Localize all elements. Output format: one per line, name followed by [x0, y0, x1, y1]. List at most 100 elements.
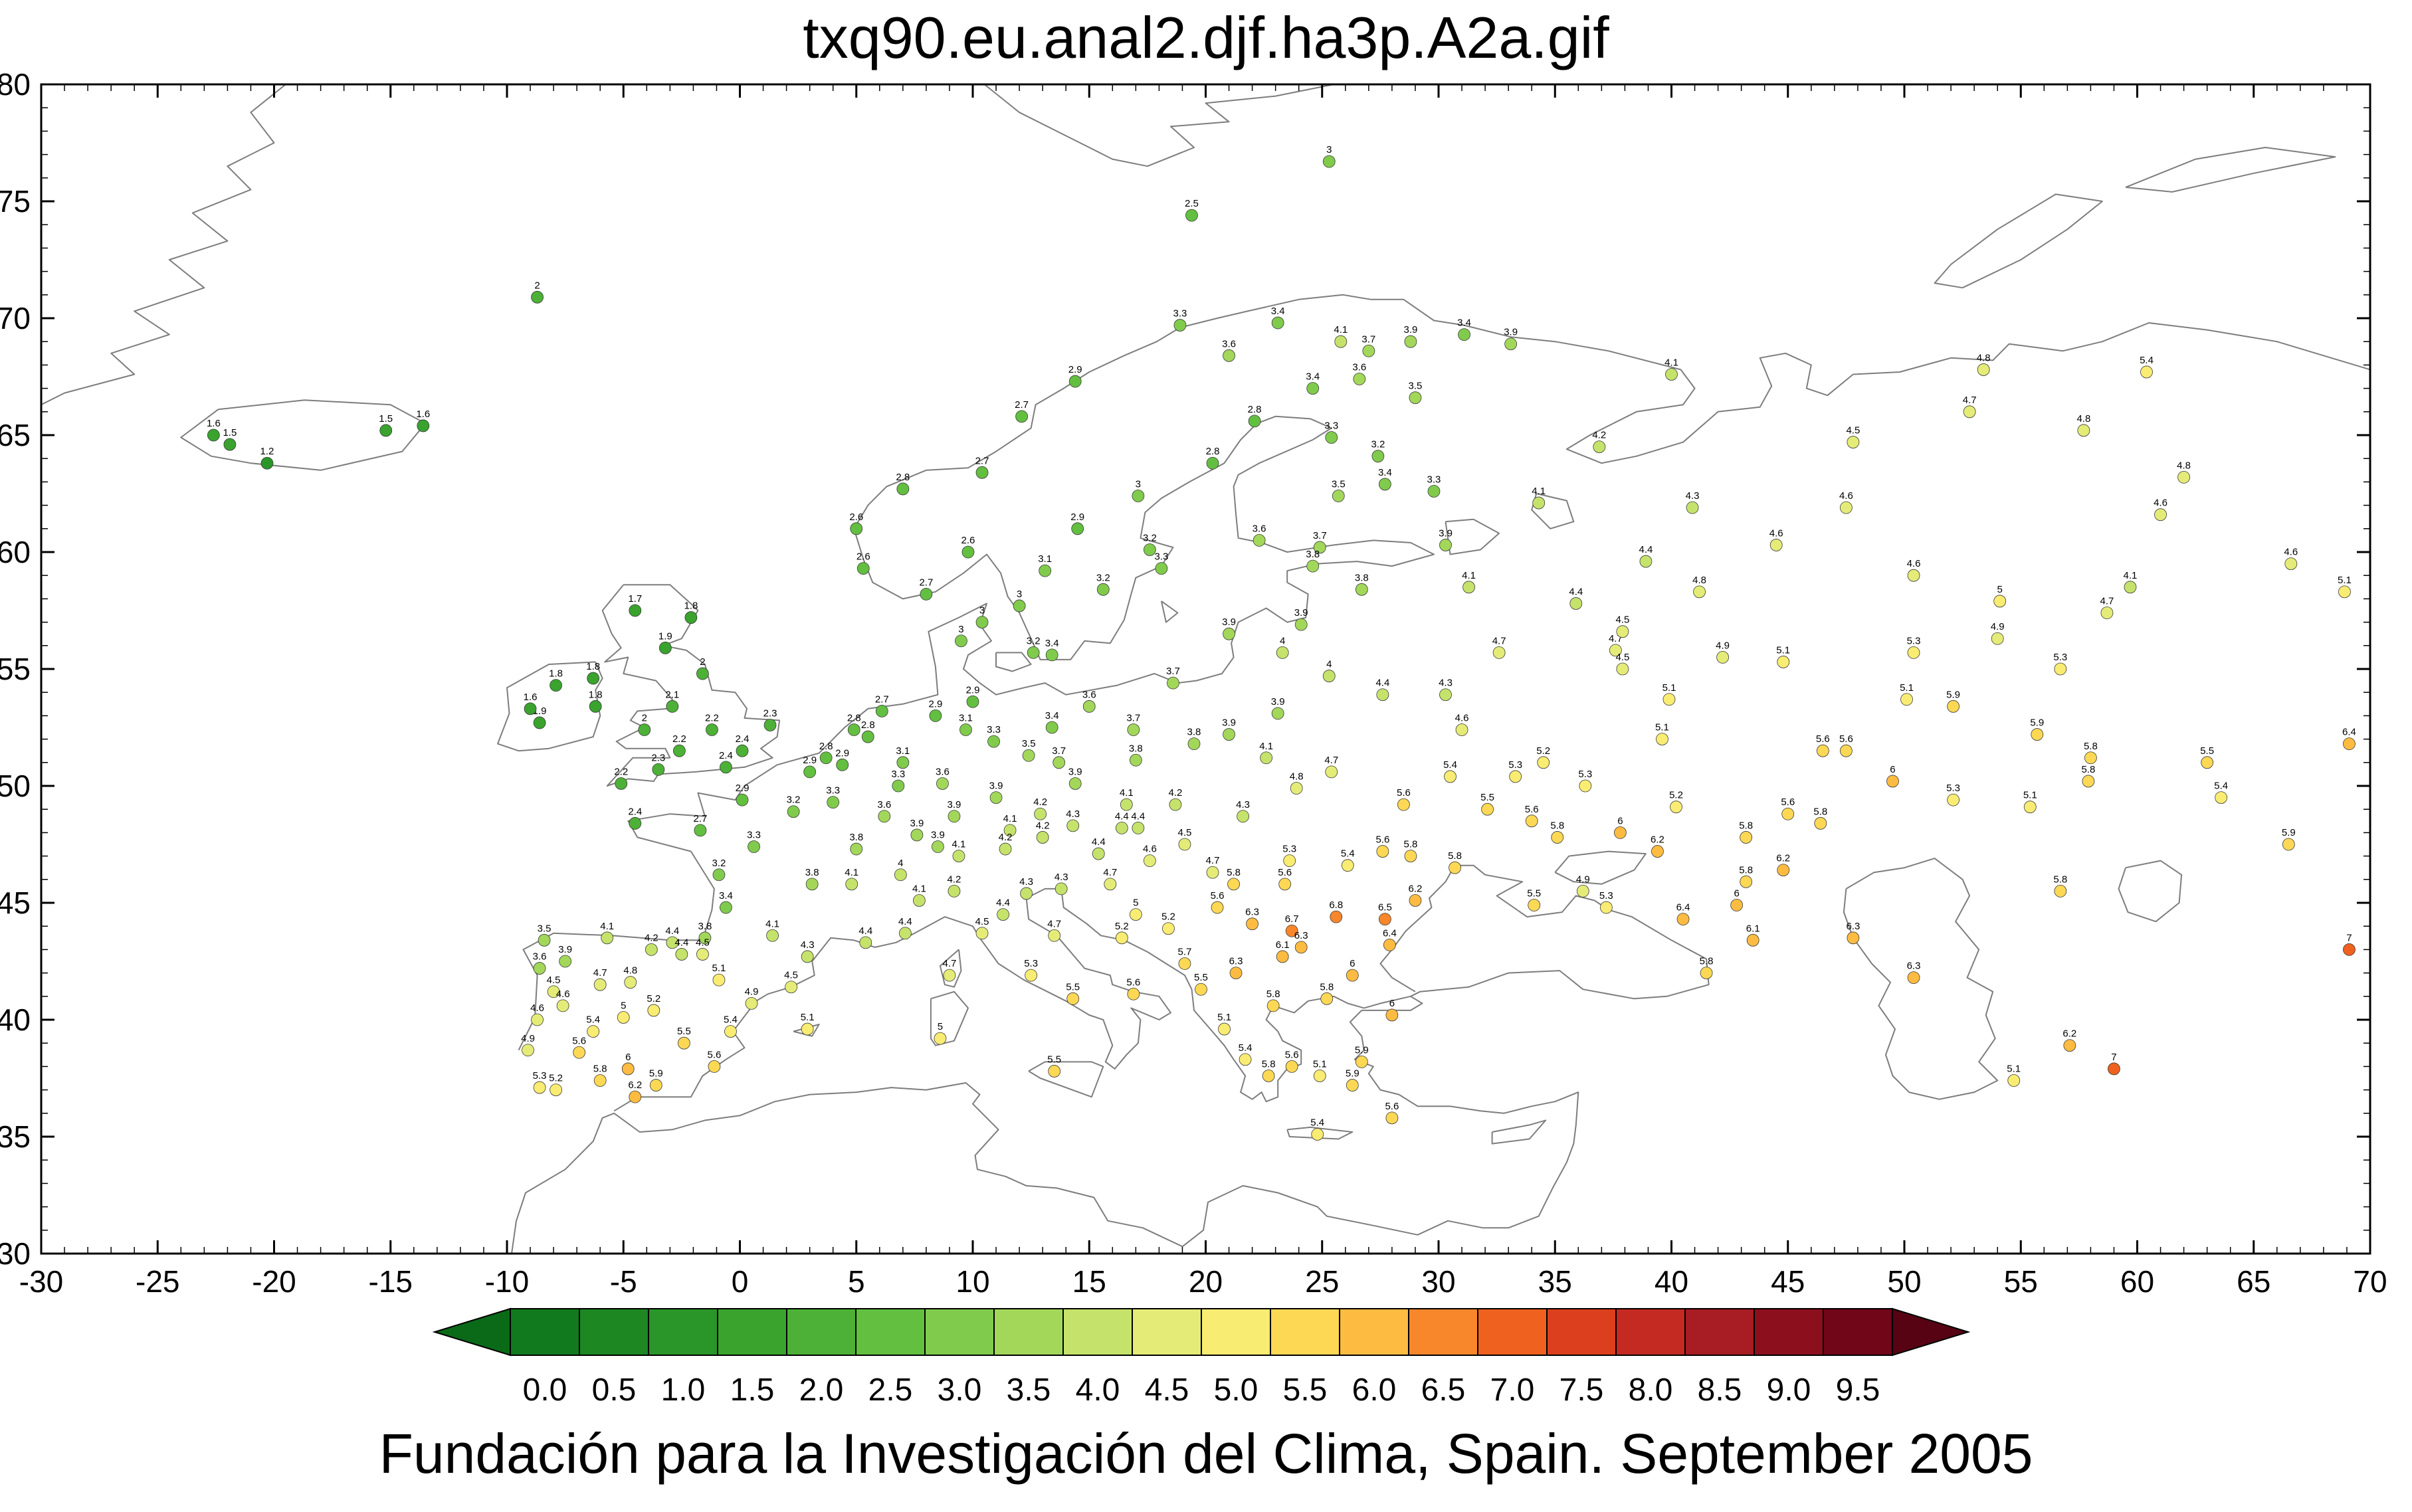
data-point-label: 5.9: [1946, 689, 1960, 700]
data-point-label: 4.6: [2284, 547, 2298, 558]
x-tick-label: 5: [848, 1264, 865, 1299]
data-point-label: 5: [938, 1021, 943, 1032]
data-point: [1036, 831, 1049, 844]
data-point-label: 3.8: [1129, 743, 1143, 754]
data-point-label: 4.4: [665, 925, 679, 937]
data-point-label: 3.4: [1457, 318, 1471, 329]
data-point-label: 6.3: [1907, 961, 1921, 972]
data-point: [720, 901, 732, 914]
data-point-label: 4.6: [1455, 713, 1469, 724]
data-point-label: 2.7: [693, 813, 707, 824]
data-point: [649, 1079, 662, 1091]
x-tick-label: -5: [610, 1264, 637, 1299]
data-point-label: 3.9: [558, 944, 572, 955]
colorbar-tick-label: 7.5: [1559, 1372, 1604, 1408]
data-point: [652, 763, 665, 776]
data-point: [736, 793, 749, 806]
colorbar-tick-label: 0.5: [592, 1372, 637, 1408]
data-point: [1947, 793, 1960, 806]
data-point-label: 6.2: [1651, 834, 1664, 846]
data-point: [1022, 749, 1035, 762]
data-point: [861, 730, 874, 743]
y-tick-label: 80: [0, 67, 31, 102]
data-point: [260, 456, 274, 470]
data-point-label: 5.2: [1669, 790, 1683, 801]
data-point-label: 4.5: [1846, 425, 1860, 436]
data-point-label: 3.3: [1427, 474, 1441, 485]
data-point-label: 3: [979, 605, 985, 616]
data-point: [1481, 803, 1494, 816]
colorbar-cell: [1339, 1308, 1409, 1356]
data-point-label: 4.1: [1532, 486, 1546, 497]
x-tick-label: 50: [1887, 1264, 1921, 1299]
data-point: [1504, 337, 1518, 351]
data-point: [1066, 992, 1080, 1005]
data-point: [696, 667, 709, 680]
data-point-label: 4.8: [1290, 771, 1304, 783]
data-point: [556, 999, 569, 1012]
data-point: [1178, 957, 1191, 970]
data-point-label: 4.5: [784, 970, 798, 981]
data-point: [712, 868, 726, 882]
data-point-label: 3.9: [1439, 527, 1453, 539]
data-point: [629, 604, 642, 617]
data-point: [736, 744, 749, 757]
data-point-label: 4.8: [623, 965, 637, 977]
data-point-label: 6.2: [2062, 1028, 2076, 1040]
data-point-label: 4.8: [2177, 460, 2191, 471]
data-point: [1271, 316, 1284, 330]
data-point: [1814, 816, 1827, 830]
coastline: [939, 949, 962, 988]
data-point-label: 4.4: [674, 937, 688, 948]
colorbar-cell: [855, 1308, 926, 1356]
caption: Fundación para la Investigación del Clim…: [379, 1422, 2033, 1485]
x-tick-label: 0: [732, 1264, 749, 1299]
data-point-label: 4.1: [765, 918, 779, 929]
data-point-label: 4.1: [1462, 570, 1476, 581]
data-point-label: 3.8: [1355, 572, 1369, 583]
x-tick-label: 25: [1305, 1264, 1339, 1299]
data-point-label: 6.8: [1329, 899, 1343, 911]
data-point: [1334, 335, 1348, 348]
data-point-label: 5.3: [533, 1070, 547, 1082]
data-point: [1239, 1053, 1252, 1066]
coastline: [41, 84, 286, 406]
data-point: [910, 828, 924, 842]
data-point: [1839, 501, 1853, 514]
data-point-label: 2.6: [856, 551, 870, 563]
data-point: [1185, 209, 1198, 222]
data-point: [1068, 777, 1082, 790]
data-point-label: 2.2: [705, 713, 719, 724]
colorbar-tick-label: 3.0: [938, 1372, 982, 1408]
data-point-label: 2.2: [672, 733, 686, 745]
data-point: [966, 695, 979, 708]
data-point-label: 4.4: [1375, 678, 1389, 689]
data-point-label: 5.8: [1404, 839, 1418, 850]
x-tick-label: 30: [1421, 1264, 1455, 1299]
data-point-label: 3.5: [538, 923, 552, 934]
colorbar-cell: [1201, 1308, 1271, 1356]
data-point-label: 5.3: [1946, 783, 1960, 794]
data-point: [2282, 838, 2295, 851]
data-point: [647, 1004, 660, 1017]
data-point: [712, 973, 726, 987]
data-point-label: 5.4: [2140, 355, 2154, 366]
colorbar-left-arrow: [432, 1307, 511, 1357]
data-point-label: 4.4: [1569, 586, 1583, 597]
data-point: [1223, 728, 1235, 741]
data-point: [2031, 728, 2044, 741]
colorbar-cell: [1062, 1308, 1133, 1356]
data-point: [1306, 559, 1320, 573]
x-tick-label: 40: [1655, 1264, 1688, 1299]
x-tick-label: 65: [2237, 1264, 2270, 1299]
data-point-label: 2.8: [1248, 404, 1262, 415]
colorbar-cell: [510, 1308, 580, 1356]
data-point-label: 4.2: [999, 832, 1013, 843]
data-point-label: 6.5: [1378, 902, 1392, 913]
colorbar-tick-label: 9.5: [1836, 1372, 1880, 1408]
data-point: [1781, 807, 1795, 820]
data-point-label: 4.6: [556, 989, 570, 1000]
data-point: [878, 810, 891, 823]
data-point-label: 5.9: [2030, 717, 2044, 729]
data-point: [803, 765, 817, 779]
